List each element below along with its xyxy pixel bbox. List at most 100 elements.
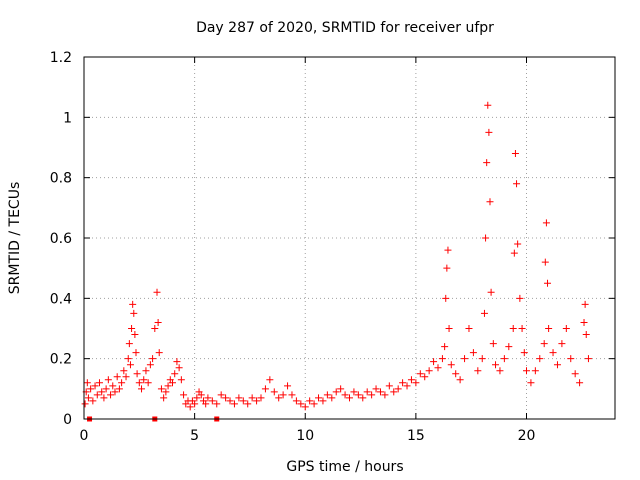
data-point xyxy=(129,300,137,308)
data-point xyxy=(144,379,152,387)
data-point xyxy=(257,394,265,402)
data-point xyxy=(511,150,519,158)
data-point xyxy=(140,376,148,384)
data-point xyxy=(492,361,500,369)
data-point xyxy=(541,258,549,266)
data-point xyxy=(138,385,146,393)
data-point xyxy=(100,394,108,402)
data-point xyxy=(275,394,283,402)
data-point xyxy=(171,370,179,378)
data-point xyxy=(523,367,530,375)
data-point xyxy=(284,382,292,390)
data-point xyxy=(484,101,492,109)
data-point xyxy=(438,355,446,363)
data-point xyxy=(169,379,176,387)
data-point xyxy=(359,394,367,402)
data-point xyxy=(513,180,521,188)
data-point xyxy=(328,394,336,402)
data-point xyxy=(213,400,221,408)
data-point xyxy=(125,340,133,348)
data-point xyxy=(447,361,455,369)
data-point xyxy=(115,385,123,393)
data-point xyxy=(217,391,225,399)
data-point xyxy=(157,385,165,393)
data-point xyxy=(239,397,247,405)
y-tick-label: 0 xyxy=(63,412,72,428)
data-point xyxy=(162,388,170,396)
data-point xyxy=(485,128,493,136)
data-point xyxy=(478,355,486,363)
data-point xyxy=(394,385,402,393)
data-point xyxy=(434,364,442,372)
data-point xyxy=(354,391,362,399)
data-point xyxy=(226,397,234,405)
data-point xyxy=(500,355,508,363)
data-point xyxy=(516,294,524,302)
data-point xyxy=(83,379,91,387)
data-point xyxy=(222,394,230,402)
data-point xyxy=(571,370,579,378)
data-point xyxy=(253,397,261,405)
data-point xyxy=(496,367,504,375)
data-point xyxy=(279,391,287,399)
data-point xyxy=(98,388,106,396)
data-point xyxy=(149,355,157,363)
data-point xyxy=(403,382,411,390)
data-point xyxy=(461,355,469,363)
y-tick-label: 1.2 xyxy=(50,50,72,66)
data-point xyxy=(173,358,181,366)
data-point xyxy=(562,325,570,332)
data-point xyxy=(441,343,449,351)
data-point xyxy=(584,355,592,363)
data-points xyxy=(81,101,592,411)
data-point xyxy=(315,394,323,402)
data-point xyxy=(323,391,331,399)
y-tick-label: 0.2 xyxy=(50,352,72,368)
data-point xyxy=(175,364,183,372)
data-point xyxy=(567,355,575,363)
data-point xyxy=(142,367,150,375)
plot-frame xyxy=(83,56,616,420)
data-point xyxy=(164,382,172,390)
data-point xyxy=(306,397,314,405)
data-point xyxy=(186,403,194,411)
data-point xyxy=(204,394,212,402)
data-point xyxy=(456,376,464,384)
data-point xyxy=(153,288,161,296)
y-tick-label: 0.8 xyxy=(50,171,72,187)
data-point xyxy=(310,400,318,408)
data-point xyxy=(489,340,497,348)
data-point xyxy=(146,361,154,369)
data-point xyxy=(430,358,438,366)
data-point xyxy=(288,391,296,399)
data-point xyxy=(128,325,136,332)
data-point xyxy=(390,388,398,396)
data-point xyxy=(341,391,349,399)
data-point xyxy=(363,388,371,396)
data-point xyxy=(132,349,140,357)
data-point xyxy=(109,382,117,390)
data-point xyxy=(444,246,452,254)
data-point xyxy=(421,373,429,381)
data-point xyxy=(130,309,138,317)
data-point xyxy=(208,397,216,405)
data-point xyxy=(531,367,539,375)
data-point xyxy=(87,385,95,393)
grid-layer xyxy=(84,57,615,419)
data-point xyxy=(292,397,300,405)
data-point xyxy=(487,288,495,296)
data-point xyxy=(545,325,553,332)
data-point xyxy=(536,355,544,363)
data-point xyxy=(244,400,252,408)
data-point xyxy=(191,400,199,408)
data-point xyxy=(385,382,393,390)
data-point xyxy=(297,400,305,408)
data-point xyxy=(131,331,139,339)
data-point xyxy=(180,391,188,399)
data-point xyxy=(111,388,119,396)
data-point xyxy=(102,385,110,393)
data-point xyxy=(480,309,488,317)
data-point xyxy=(135,379,143,387)
data-point xyxy=(514,240,522,248)
